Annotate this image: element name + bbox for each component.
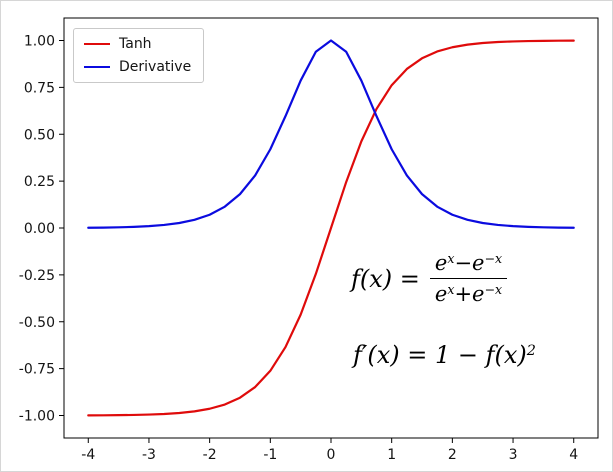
x-tick-label: -1: [263, 447, 277, 463]
legend-label-derivative: Derivative: [119, 59, 192, 75]
tanh-formula: f(x) = ex−e−x ex+e−x: [351, 251, 508, 306]
x-tick-label: -4: [81, 447, 95, 463]
y-tick-label: 0.75: [24, 80, 55, 96]
x-tick-label: 4: [569, 447, 578, 463]
x-tick-label: 2: [448, 447, 457, 463]
legend: Tanh Derivative: [73, 28, 205, 83]
y-tick-label: 0.50: [24, 127, 55, 143]
y-tick-label: -0.50: [19, 315, 55, 331]
tanh-curve: [87, 39, 575, 417]
tanh-formula-numerator: ex−e−x: [429, 251, 508, 279]
y-tick-label: -0.25: [19, 268, 55, 284]
derivative-formula-body: f′(x) = 1 − f(x)2: [353, 341, 536, 369]
derivative-curve: [87, 39, 575, 229]
tanh-formula-denominator: ex+e−x: [434, 282, 503, 306]
legend-item-derivative: Derivative: [84, 59, 191, 75]
y-tick-label: 1.00: [24, 34, 55, 50]
legend-item-tanh: Tanh: [84, 36, 191, 52]
derivative-line-swatch: [84, 66, 110, 68]
y-tick-label: 0.25: [24, 174, 55, 190]
tanh-formula-fraction: ex−e−x ex+e−x: [429, 251, 508, 306]
y-tick-label: -0.75: [19, 362, 55, 378]
y-tick-label: -1.00: [19, 409, 55, 425]
derivative-formula: f′(x) = 1 − f(x)2: [353, 341, 536, 369]
x-tick-label: -2: [203, 447, 217, 463]
legend-label-tanh: Tanh: [119, 36, 152, 52]
x-tick-label: 3: [509, 447, 518, 463]
x-tick-label: -3: [142, 447, 156, 463]
tanh-line-swatch: [84, 43, 110, 45]
y-tick-label: 0.00: [24, 221, 55, 237]
x-tick-label: 0: [327, 447, 336, 463]
tanh-formula-lhs: f(x) =: [351, 264, 420, 293]
x-tick-label: 1: [387, 447, 396, 463]
